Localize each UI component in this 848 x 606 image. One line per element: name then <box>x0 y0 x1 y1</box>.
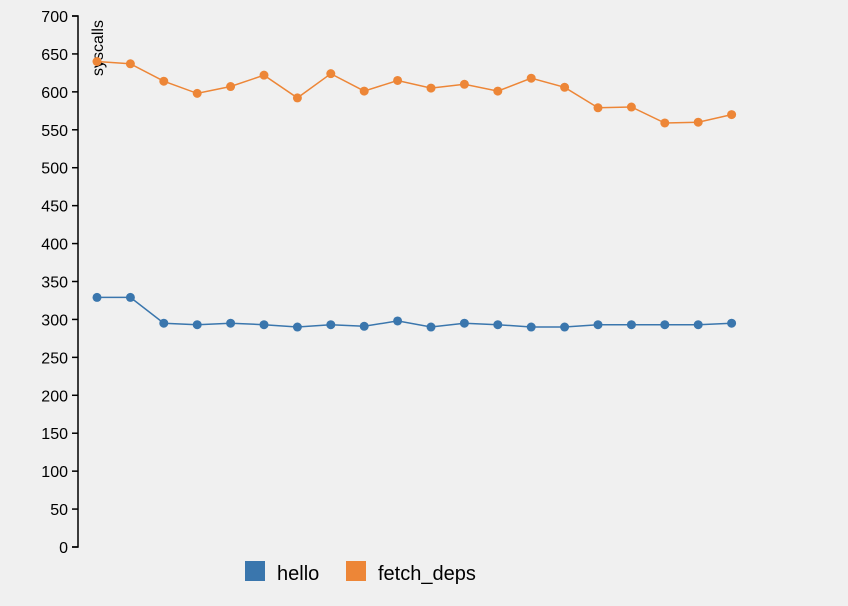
legend: hello fetch_deps <box>245 561 476 585</box>
y-tick-label: 150 <box>41 426 68 443</box>
data-point-hello <box>292 322 302 332</box>
y-tick-label: 250 <box>41 350 68 367</box>
series-line-hello <box>97 296 732 328</box>
data-point-hello <box>159 318 169 328</box>
data-point-fetch_deps <box>459 79 469 89</box>
series-hello <box>92 292 737 332</box>
y-tick-label: 450 <box>41 199 68 216</box>
data-point-fetch_deps <box>426 83 436 93</box>
data-point-hello <box>359 321 369 331</box>
y-axis: 0 50 100 150 200 250 300 350 400 450 500 550 600 650 7… <box>41 9 79 557</box>
y-axis-label: syscalls <box>90 20 107 76</box>
data-point-fetch_deps <box>626 102 636 112</box>
data-point-hello <box>192 320 202 330</box>
y-tick-label: 100 <box>41 464 68 481</box>
y-tick-label: 700 <box>41 9 68 26</box>
data-point-fetch_deps <box>393 75 403 85</box>
data-point-fetch_deps <box>593 103 603 113</box>
data-point-fetch_deps <box>693 117 703 127</box>
data-point-hello <box>526 322 536 332</box>
data-point-fetch_deps <box>727 110 737 120</box>
data-point-fetch_deps <box>125 59 135 69</box>
data-point-fetch_deps <box>292 93 302 103</box>
data-point-fetch_deps <box>159 76 169 86</box>
data-point-hello <box>326 320 336 330</box>
data-point-hello <box>393 316 403 326</box>
series-line-fetch_deps <box>96 60 732 124</box>
y-tick-label: 200 <box>41 388 68 405</box>
data-point-hello <box>459 318 469 328</box>
data-point-hello <box>426 322 436 332</box>
legend-label: hello <box>277 563 319 585</box>
legend-item-fetch_deps: fetch_deps <box>346 561 476 585</box>
y-tick-label: 600 <box>41 85 68 102</box>
data-point-hello <box>92 292 102 302</box>
data-point-hello <box>626 320 636 330</box>
data-point-hello <box>727 318 737 328</box>
data-point-hello <box>125 292 135 302</box>
data-point-hello <box>693 320 703 330</box>
legend-item-hello: hello <box>245 561 319 585</box>
data-point-fetch_deps <box>92 57 102 67</box>
y-tick-label: 0 <box>59 540 68 557</box>
data-point-fetch_deps <box>259 70 269 80</box>
y-tick-label: 400 <box>41 237 68 254</box>
data-point-fetch_deps <box>326 69 336 79</box>
y-tick-label: 50 <box>50 502 68 519</box>
data-point-fetch_deps <box>560 82 570 92</box>
data-point-hello <box>259 320 269 330</box>
data-point-hello <box>593 320 603 330</box>
data-point-hello <box>660 320 670 330</box>
series-fetch_deps <box>92 57 737 128</box>
data-point-fetch_deps <box>359 86 369 96</box>
y-tick-label: 500 <box>41 161 68 178</box>
data-point-fetch_deps <box>660 118 670 128</box>
data-point-fetch_deps <box>493 86 503 96</box>
legend-label: fetch_deps <box>378 563 476 585</box>
legend-swatch <box>245 561 265 581</box>
data-point-fetch_deps <box>226 82 236 92</box>
data-point-fetch_deps <box>192 88 202 98</box>
series-layer <box>92 57 737 332</box>
data-point-hello <box>560 322 570 332</box>
y-tick-label: 550 <box>41 123 68 140</box>
data-point-fetch_deps <box>526 73 536 83</box>
y-tick-label: 300 <box>41 312 68 329</box>
legend-swatch <box>346 561 366 581</box>
y-tick-label: 650 <box>41 47 68 64</box>
data-point-hello <box>493 320 503 330</box>
y-tick-label: 350 <box>41 275 68 292</box>
data-point-hello <box>226 318 236 328</box>
